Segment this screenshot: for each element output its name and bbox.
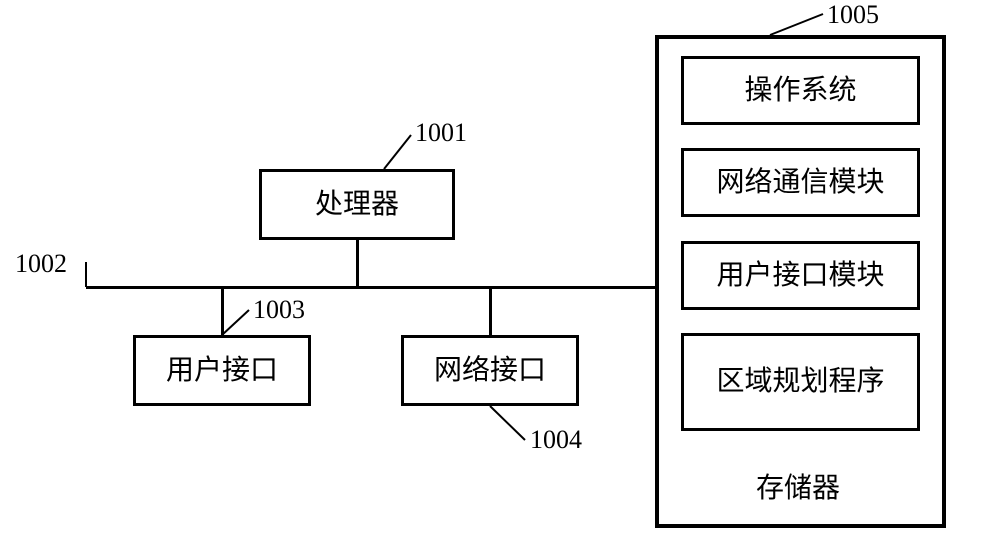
network-interface-label: 网络接口 bbox=[434, 354, 546, 388]
diagram-canvas: 操作系统 网络通信模块 用户接口模块 区域规划程序 存储器 处理器 用户接口 网… bbox=[0, 0, 1000, 543]
user-interface-label: 用户接口 bbox=[166, 354, 278, 388]
stub-netif bbox=[489, 287, 492, 335]
ref-1005: 1005 bbox=[827, 0, 879, 30]
module-netcomm-label: 网络通信模块 bbox=[716, 166, 884, 200]
memory-label: 存储器 bbox=[756, 466, 840, 506]
ref-1002: 1002 bbox=[15, 249, 67, 279]
stub-processor bbox=[356, 240, 359, 287]
ref-1004: 1004 bbox=[530, 425, 582, 455]
processor-box: 处理器 bbox=[259, 169, 455, 240]
module-region-label: 区域规划程序 bbox=[716, 365, 884, 399]
module-netcomm-box: 网络通信模块 bbox=[681, 148, 920, 217]
ref-1001: 1001 bbox=[415, 118, 467, 148]
user-interface-box: 用户接口 bbox=[133, 335, 311, 406]
module-os-label: 操作系统 bbox=[744, 74, 856, 108]
stub-userif bbox=[221, 287, 224, 335]
network-interface-box: 网络接口 bbox=[401, 335, 579, 406]
module-userif-box: 用户接口模块 bbox=[681, 241, 920, 310]
bus-line bbox=[86, 286, 655, 289]
module-region-box: 区域规划程序 bbox=[681, 333, 920, 431]
module-os-box: 操作系统 bbox=[681, 56, 920, 125]
ref-1003: 1003 bbox=[253, 295, 305, 325]
module-userif-label: 用户接口模块 bbox=[716, 259, 884, 293]
processor-label: 处理器 bbox=[315, 188, 399, 222]
